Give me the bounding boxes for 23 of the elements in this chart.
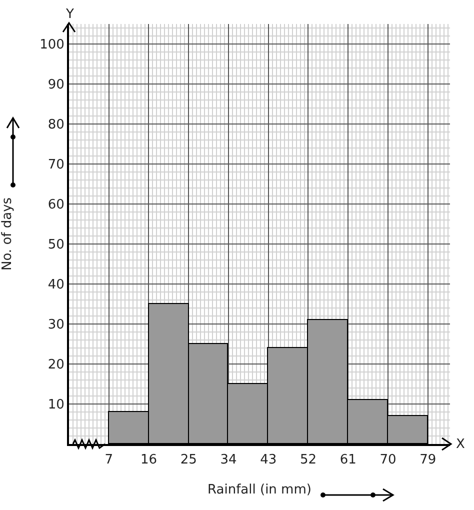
y-tick-label: 20 (48, 358, 64, 373)
x-axis-title: Rainfall (in mm) (208, 482, 312, 498)
x-tick-label: 25 (180, 452, 197, 468)
x-tick-label: 70 (380, 452, 396, 468)
y-tick-label: 70 (48, 158, 64, 173)
text: X (456, 437, 465, 452)
y-tick-label: 30 (48, 318, 64, 333)
y-tick-label: 90 (48, 78, 64, 93)
y-tick-label: 100 (40, 38, 64, 53)
x-tick-label: 43 (260, 452, 277, 468)
y-tick-label: 50 (48, 238, 64, 253)
x-tick-label: 7 (104, 452, 114, 468)
y-tick-label: 10 (48, 398, 64, 413)
y-tick-label: 40 (48, 278, 64, 293)
text: Y (65, 7, 74, 22)
y-axis-title: No. of days (0, 197, 15, 271)
x-tick-label: 52 (300, 452, 317, 468)
x-tick-label: 79 (420, 452, 436, 468)
x-tick-label: 61 (340, 452, 356, 468)
x-tick-label: 34 (220, 452, 237, 468)
x-tick-label: 16 (140, 452, 158, 468)
y-tick-label: 60 (48, 198, 64, 213)
y-tick-label: 80 (48, 118, 64, 133)
